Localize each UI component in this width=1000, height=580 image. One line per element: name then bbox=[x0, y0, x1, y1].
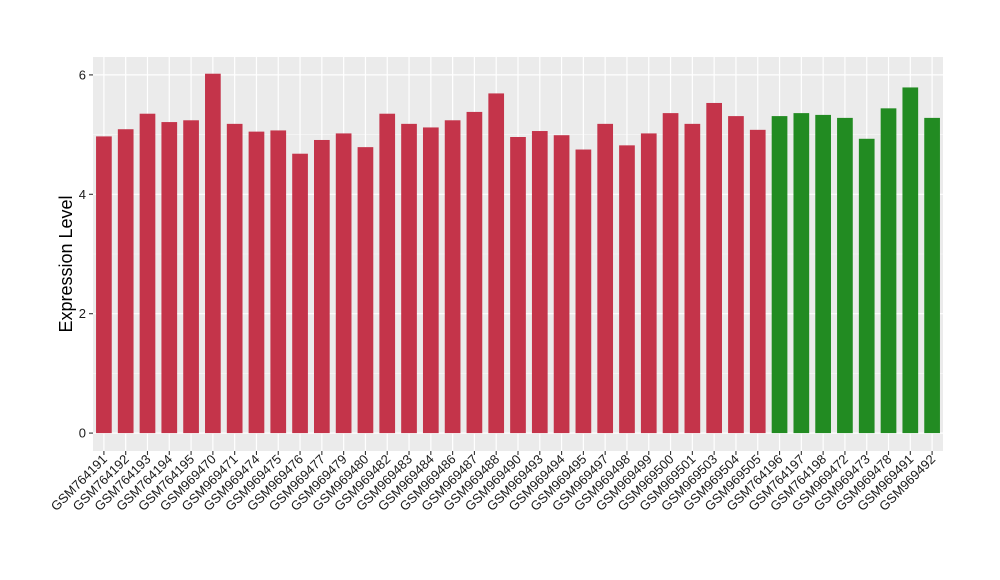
x-axis: GSM764191GSM764192GSM764193GSM764194GSM7… bbox=[48, 451, 938, 514]
y-tick-label: 0 bbox=[79, 426, 86, 441]
bar-GSM969487 bbox=[466, 111, 483, 434]
bar-GSM969475 bbox=[270, 130, 287, 434]
bar-GSM969478 bbox=[880, 108, 897, 434]
bar-GSM969501 bbox=[684, 123, 701, 434]
bar-GSM969483 bbox=[401, 123, 417, 434]
bar-GSM969479 bbox=[335, 133, 352, 434]
y-tick-label: 4 bbox=[79, 187, 86, 202]
bar-GSM969505 bbox=[749, 129, 766, 434]
bar-GSM969488 bbox=[488, 93, 505, 434]
bar-GSM969503 bbox=[706, 102, 722, 434]
y-tick-label: 2 bbox=[79, 306, 86, 321]
y-axis: 0 2 4 6 bbox=[79, 67, 93, 441]
bar-GSM969476 bbox=[292, 153, 308, 434]
bar-GSM969490 bbox=[510, 136, 526, 434]
bar-GSM969486 bbox=[444, 120, 461, 434]
bar-GSM764193 bbox=[139, 113, 156, 434]
y-tick-label: 6 bbox=[79, 67, 86, 82]
bar-GSM969474 bbox=[248, 131, 265, 434]
bar-GSM969480 bbox=[357, 147, 374, 434]
bar-GSM969470 bbox=[205, 73, 221, 434]
bar-GSM969484 bbox=[422, 127, 439, 434]
bar-GSM969491 bbox=[902, 87, 919, 434]
bar-GSM969493 bbox=[531, 131, 548, 434]
y-axis-title: Expression Level bbox=[56, 195, 76, 332]
bar-GSM969482 bbox=[379, 113, 396, 434]
bars bbox=[96, 73, 940, 434]
bar-GSM969499 bbox=[640, 133, 657, 434]
bar-GSM764191 bbox=[96, 136, 112, 434]
bar-GSM969473 bbox=[858, 138, 875, 434]
bar-GSM764195 bbox=[183, 120, 199, 434]
bar-GSM969471 bbox=[226, 123, 243, 434]
bar-GSM969495 bbox=[575, 149, 592, 434]
bar-GSM764192 bbox=[117, 129, 134, 434]
bar-GSM764197 bbox=[793, 113, 810, 434]
bar-GSM969494 bbox=[553, 135, 570, 434]
bar-GSM969477 bbox=[314, 139, 330, 434]
bar-GSM969497 bbox=[597, 123, 614, 434]
bar-GSM969500 bbox=[662, 113, 679, 434]
bar-GSM969472 bbox=[837, 117, 853, 434]
bar-GSM764198 bbox=[815, 114, 831, 434]
bar-GSM969504 bbox=[728, 116, 744, 434]
bar-GSM764194 bbox=[161, 122, 178, 434]
bar-GSM764196 bbox=[771, 116, 788, 434]
bar-GSM969492 bbox=[924, 117, 940, 434]
bar-GSM969498 bbox=[619, 145, 635, 434]
